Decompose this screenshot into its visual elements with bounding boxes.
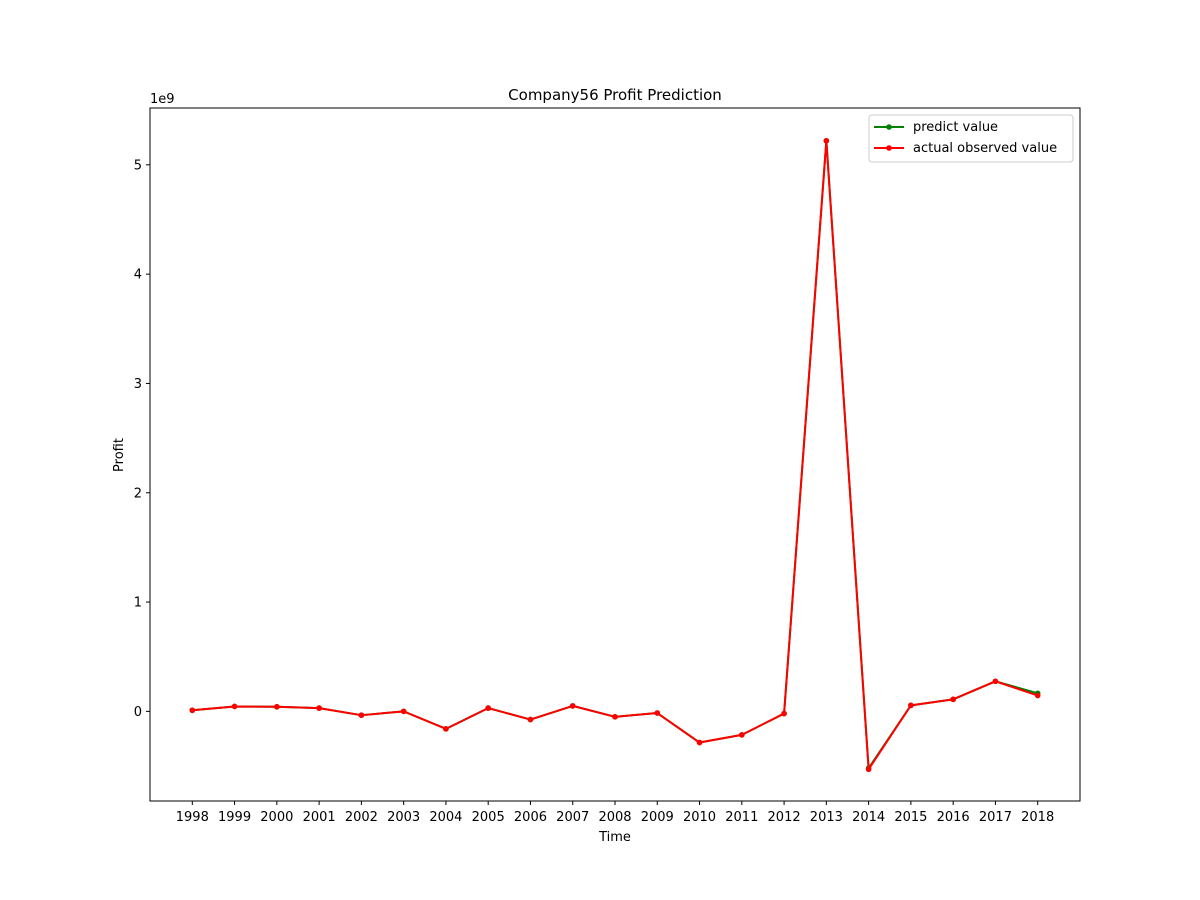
x-tick-label: 2004 [429,810,462,825]
y-tick-label: 3 [134,377,142,392]
x-tick-label: 2002 [345,810,378,825]
x-tick-label: 2016 [937,810,970,825]
x-tick-label: 2007 [556,810,589,825]
data-point [697,740,703,746]
y-tick-label: 2 [134,486,142,501]
y-tick-label: 5 [134,158,142,173]
x-tick-label: 2012 [768,810,801,825]
y-axis-label: Profit [112,438,127,472]
x-axis-label: Time [598,830,631,845]
legend-marker-predict [886,124,892,130]
x-tick-label: 2011 [725,810,758,825]
x-tick-label: 2009 [641,810,674,825]
y-tick-label: 1 [134,596,142,611]
data-point [359,712,365,718]
x-tick-label: 2005 [472,810,505,825]
legend: predict value actual observed value [869,115,1073,162]
y-tick-label: 4 [134,268,142,283]
data-point [528,717,534,723]
x-tick-label: 2014 [852,810,885,825]
x-tick-label: 2001 [303,810,336,825]
data-point [190,707,196,713]
data-point [443,726,449,732]
x-tick-label: 2015 [894,810,927,825]
data-point [781,711,787,717]
y-scale-label: 1e9 [150,92,175,107]
data-point [908,703,914,709]
data-point [232,704,238,710]
data-point [739,732,745,738]
data-point [824,138,830,144]
x-tick-label: 2003 [387,810,420,825]
data-point [612,714,618,720]
data-point [950,697,956,703]
legend-label-actual: actual observed value [913,141,1057,156]
x-tick-label: 2008 [598,810,631,825]
x-tick-label: 2000 [260,810,293,825]
data-point [993,679,999,685]
data-point [401,709,407,715]
x-tick-label: 2013 [810,810,843,825]
data-point [1035,693,1041,699]
x-tick-label: 1999 [218,810,251,825]
y-tick-label: 0 [134,705,142,720]
data-point [654,710,660,716]
x-tick-label: 2017 [979,810,1012,825]
x-tick-label: 2010 [683,810,716,825]
x-tick-label: 2006 [514,810,547,825]
x-tick-label: 2018 [1021,810,1054,825]
legend-marker-actual [886,145,892,151]
chart-title: Company56 Profit Prediction [508,86,722,104]
data-point [866,767,872,773]
legend-label-predict: predict value [913,120,998,135]
data-point [485,705,491,711]
data-point [274,704,280,710]
x-tick-label: 1998 [176,810,209,825]
data-point [570,703,576,709]
data-point [316,705,322,711]
